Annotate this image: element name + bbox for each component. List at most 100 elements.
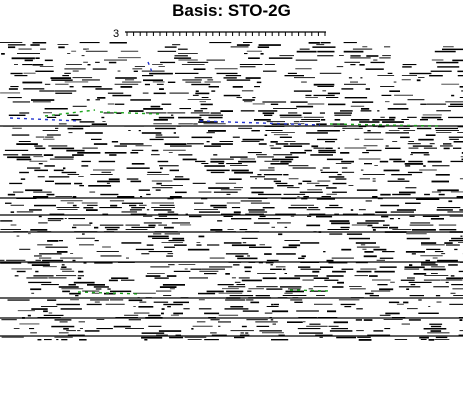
- noise-dash: [153, 119, 168, 121]
- noise-dash: [8, 114, 26, 116]
- noise-dash: [300, 268, 322, 270]
- noise-dash: [22, 64, 33, 66]
- noise-dash: [303, 321, 306, 323]
- noise-dash: [183, 308, 190, 310]
- noise-dash: [246, 319, 268, 321]
- noise-dash: [133, 312, 150, 314]
- noise-dash: [257, 46, 270, 48]
- noise-dash: [385, 145, 389, 147]
- noise-dash: [225, 273, 230, 275]
- noise-dash: [94, 226, 99, 229]
- noise-dash: [398, 286, 421, 288]
- noise-dash: [438, 224, 457, 226]
- noise-dash: [82, 86, 102, 88]
- noise-dash: [328, 262, 348, 264]
- noise-dash: [306, 224, 321, 227]
- noise-dash: [92, 68, 107, 70]
- noise-dash: [422, 114, 442, 116]
- noise-dash: [58, 46, 65, 49]
- noise-dash: [231, 244, 256, 247]
- noise-dash: [271, 132, 295, 133]
- noise-dash: [158, 330, 182, 332]
- noise-dash: [104, 152, 127, 154]
- noise-dash: [407, 116, 417, 118]
- noise-dash: [41, 306, 58, 307]
- noise-dash: [284, 240, 300, 241]
- noise-dash: [64, 68, 86, 70]
- noise-dash: [241, 90, 254, 92]
- noise-dash: [337, 174, 342, 176]
- noise-dash: [158, 224, 167, 226]
- noise-dash: [133, 306, 136, 307]
- noise-dash: [198, 299, 205, 301]
- noise-dash: [416, 198, 440, 200]
- noise-dash: [163, 149, 186, 151]
- noise-dash: [11, 268, 32, 270]
- noise-dash: [147, 235, 169, 238]
- noise-dash: [85, 132, 103, 134]
- noise-dash: [391, 174, 412, 176]
- noise-dash: [192, 182, 206, 184]
- noise-dash: [349, 286, 362, 287]
- noise-dash: [57, 209, 78, 210]
- noise-dash: [450, 292, 456, 294]
- noise-dash: [290, 299, 303, 301]
- noise-dash: [79, 42, 100, 44]
- noise-dash: [11, 57, 35, 60]
- noise-dash: [12, 127, 22, 129]
- noise-dash: [379, 314, 391, 316]
- noise-dash: [42, 266, 57, 268]
- noise-dash: [152, 64, 163, 65]
- noise-dash: [350, 57, 371, 59]
- noise-dash: [284, 273, 287, 274]
- noise-dash: [159, 286, 177, 288]
- noise-dash: [233, 211, 241, 214]
- noise-dash: [157, 50, 177, 52]
- noise-dash: [443, 147, 450, 150]
- noise-dash: [10, 224, 17, 226]
- noise-dash: [34, 145, 43, 147]
- noise-dash: [211, 90, 216, 92]
- noise-dash: [178, 154, 193, 156]
- noise-dash: [326, 158, 343, 161]
- noise-dash: [6, 259, 26, 261]
- noise-dash: [423, 328, 447, 330]
- noise-dash: [75, 295, 79, 297]
- noise-dash: [441, 253, 446, 255]
- noise-dash: [108, 178, 120, 181]
- noise-dash: [319, 336, 323, 338]
- noise-dash: [453, 141, 463, 143]
- noise-dash: [405, 187, 417, 189]
- noise-dash: [164, 143, 187, 145]
- noise-dash: [109, 200, 125, 202]
- series-fragment: [99, 111, 161, 115]
- noise-dash: [256, 81, 262, 84]
- noise-dash: [61, 288, 84, 290]
- noise-dash: [67, 127, 84, 130]
- noise-dash: [319, 112, 325, 114]
- noise-dash: [234, 171, 253, 174]
- noise-dash: [14, 75, 28, 77]
- noise-dash: [300, 121, 321, 122]
- noise-dash: [99, 224, 124, 226]
- noise-dash: [59, 321, 68, 323]
- noise-dash: [306, 132, 328, 134]
- noise-dash: [258, 218, 281, 220]
- noise-dash: [152, 237, 170, 239]
- noise-dash: [435, 130, 459, 131]
- noise-dash: [211, 334, 227, 336]
- noise-dash: [409, 295, 424, 297]
- noise-dash: [46, 193, 55, 196]
- noise-dash: [316, 198, 335, 200]
- noise-dash: [3, 154, 19, 156]
- noise-dash: [172, 44, 181, 46]
- noise-dash: [29, 160, 48, 162]
- noise-dash: [83, 48, 87, 50]
- noise-dash: [350, 64, 356, 66]
- noise-dash: [421, 116, 442, 119]
- noise-dash: [409, 224, 434, 226]
- noise-dash: [458, 270, 463, 273]
- noise-dash: [270, 264, 273, 266]
- noise-dash: [146, 209, 150, 211]
- noise-dash: [187, 99, 211, 100]
